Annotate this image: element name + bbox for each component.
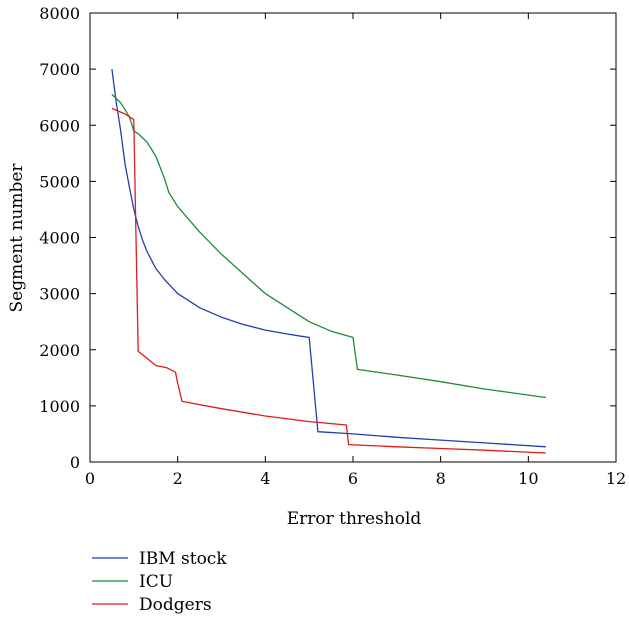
y-tick-label: 6000 <box>39 116 80 135</box>
x-tick-label: 12 <box>606 469 626 488</box>
legend: IBM stock ICU Dodgers <box>92 549 227 615</box>
plot-area <box>89 12 617 463</box>
y-tick-label: 0 <box>70 453 80 472</box>
series-line-icu <box>111 93 546 399</box>
series-line-ibm-stock <box>111 69 546 448</box>
y-tick-label: 7000 <box>39 60 80 79</box>
y-tick-label: 4000 <box>39 229 80 248</box>
x-tick-label: 10 <box>518 469 538 488</box>
x-tick-label: 8 <box>436 469 446 488</box>
legend-label: Dodgers <box>139 595 212 615</box>
y-tick-label: 5000 <box>39 172 80 191</box>
legend-label: ICU <box>139 572 173 592</box>
x-tick-label: 4 <box>260 469 270 488</box>
legend-label: IBM stock <box>139 549 227 569</box>
y-tick-label: 1000 <box>39 397 80 416</box>
y-tick-label: 2000 <box>39 341 80 360</box>
y-axis-title: Segment number <box>7 163 27 313</box>
plot-frame <box>89 12 617 463</box>
x-tick-label: 0 <box>85 469 95 488</box>
axis-ticks: 0 2 4 6 8 10 12 0 1000 2000 3000 4000 5000 6000 7000 80… <box>39 4 626 488</box>
y-tick-label: 8000 <box>39 4 80 23</box>
series-line-dodgers <box>111 107 546 454</box>
series-layer <box>111 69 546 454</box>
x-axis-title: Error threshold <box>287 509 422 529</box>
y-tick-label: 3000 <box>39 285 80 304</box>
x-tick-label: 6 <box>348 469 358 488</box>
x-tick-label: 2 <box>173 469 183 488</box>
